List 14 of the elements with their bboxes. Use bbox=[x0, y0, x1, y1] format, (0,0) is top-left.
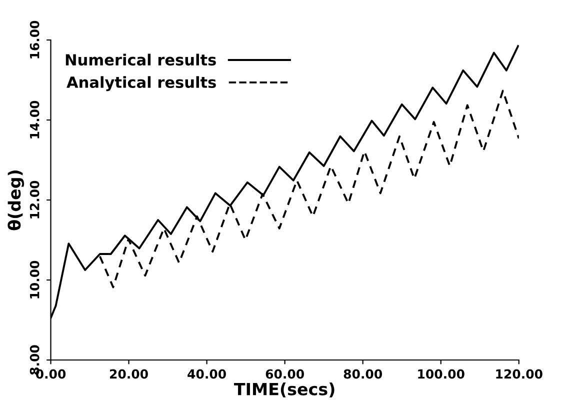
y-tick-label: 16.00 bbox=[30, 20, 40, 58]
x-tick-label: 60.00 bbox=[266, 369, 304, 379]
legend-label: Analytical results bbox=[66, 76, 216, 92]
x-tick-label: 40.00 bbox=[188, 369, 226, 379]
y-tick-label: 10.00 bbox=[30, 260, 40, 298]
x-tick-label: 100.00 bbox=[418, 369, 464, 379]
y-tick-label: 14.00 bbox=[30, 100, 40, 138]
x-axis-title: TIME(secs) bbox=[234, 382, 334, 398]
x-tick-label: 20.00 bbox=[110, 369, 148, 379]
legend-label: Numerical results bbox=[66, 54, 216, 66]
x-tick-label: 80.00 bbox=[344, 369, 382, 379]
y-tick-label: 12.00 bbox=[30, 180, 40, 218]
x-tick-label: 120.00 bbox=[496, 369, 542, 379]
y-axis-title: θ(deg) bbox=[8, 170, 24, 230]
